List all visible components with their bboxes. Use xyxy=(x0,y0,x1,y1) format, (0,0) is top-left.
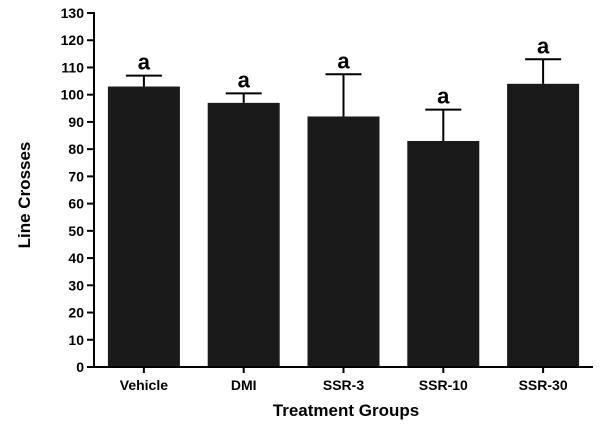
significance-label: a xyxy=(337,48,350,73)
bars xyxy=(107,83,580,368)
bar xyxy=(107,86,180,368)
bar xyxy=(307,116,380,367)
y-axis-ticks: 0 10 20 30 40 50 60 70 80 90 100 110 120 130 xyxy=(61,5,94,375)
y-tick-label: 30 xyxy=(68,277,84,293)
y-tick-label: 70 xyxy=(68,168,84,184)
x-tick-label: SSR-10 xyxy=(419,377,468,393)
error-bars xyxy=(125,58,562,141)
y-tick-label: 100 xyxy=(61,87,85,103)
x-tick-label: SSR-3 xyxy=(323,377,364,393)
x-tick-label: Vehicle xyxy=(120,377,168,393)
y-tick-label: 20 xyxy=(68,305,84,321)
bar xyxy=(207,102,280,367)
y-tick-label: 10 xyxy=(68,332,84,348)
x-axis-ticks: Vehicle DMI SSR-3 SSR-10 SSR-30 xyxy=(120,367,568,393)
significance-label: a xyxy=(537,33,550,58)
y-tick-label: 0 xyxy=(76,359,84,375)
x-tick-label: SSR-30 xyxy=(519,377,568,393)
y-tick-label: 40 xyxy=(68,250,84,266)
y-tick-label: 120 xyxy=(61,32,85,48)
x-axis-title: Treatment Groups xyxy=(273,401,419,420)
significance-letters: a a a a a xyxy=(138,33,550,108)
significance-label: a xyxy=(238,67,251,92)
bar xyxy=(407,140,480,367)
y-tick-label: 50 xyxy=(68,223,84,239)
y-tick-label: 110 xyxy=(61,59,84,75)
y-tick-label: 80 xyxy=(68,141,84,157)
significance-label: a xyxy=(138,50,151,75)
y-axis-title: Line Crosses xyxy=(15,142,34,249)
y-tick-label: 60 xyxy=(68,196,84,212)
y-tick-label: 130 xyxy=(61,5,85,21)
bar xyxy=(507,83,580,368)
x-tick-label: DMI xyxy=(231,377,257,393)
y-tick-label: 90 xyxy=(68,114,84,130)
significance-label: a xyxy=(437,84,450,109)
